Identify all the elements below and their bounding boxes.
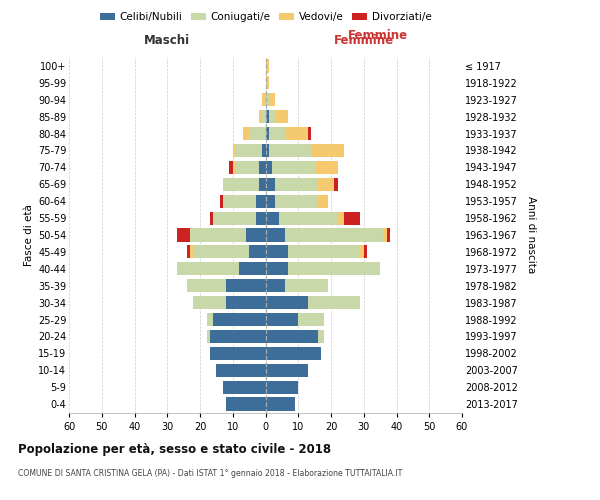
Bar bbox=[210, 346, 265, 360]
Bar bbox=[269, 127, 285, 140]
Bar bbox=[265, 127, 269, 140]
Y-axis label: Fasce di età: Fasce di età bbox=[23, 204, 34, 266]
Bar bbox=[386, 228, 390, 241]
Bar bbox=[285, 127, 308, 140]
Text: Femmine: Femmine bbox=[334, 34, 394, 46]
Bar bbox=[236, 161, 259, 174]
Bar bbox=[259, 178, 265, 191]
Bar bbox=[265, 246, 289, 258]
Bar bbox=[223, 178, 259, 191]
Bar bbox=[262, 110, 265, 124]
Bar bbox=[338, 212, 344, 224]
Bar bbox=[265, 93, 269, 106]
Bar bbox=[269, 93, 275, 106]
Bar bbox=[285, 228, 383, 241]
Bar bbox=[239, 262, 265, 276]
Bar bbox=[269, 144, 311, 157]
Bar bbox=[265, 279, 285, 292]
Bar bbox=[289, 246, 361, 258]
Bar bbox=[210, 212, 213, 224]
Bar bbox=[226, 279, 265, 292]
Bar bbox=[226, 398, 265, 410]
Bar bbox=[364, 246, 367, 258]
Bar bbox=[249, 127, 265, 140]
Bar bbox=[265, 346, 321, 360]
Bar bbox=[265, 313, 298, 326]
Bar bbox=[213, 313, 265, 326]
Bar bbox=[265, 178, 275, 191]
Bar bbox=[265, 194, 275, 208]
Bar bbox=[187, 279, 226, 292]
Bar bbox=[265, 262, 289, 276]
Bar bbox=[265, 330, 318, 343]
Bar bbox=[187, 246, 190, 258]
Bar bbox=[210, 330, 265, 343]
Bar bbox=[262, 144, 265, 157]
Bar bbox=[361, 246, 364, 258]
Bar bbox=[206, 330, 210, 343]
Bar bbox=[318, 194, 328, 208]
Legend: Celibi/Nubili, Coniugati/e, Vedovi/e, Divorziati/e: Celibi/Nubili, Coniugati/e, Vedovi/e, Di… bbox=[95, 8, 436, 26]
Bar bbox=[246, 228, 265, 241]
Bar bbox=[272, 161, 314, 174]
Bar bbox=[193, 296, 226, 309]
Bar bbox=[223, 380, 265, 394]
Bar bbox=[249, 246, 265, 258]
Bar bbox=[265, 212, 278, 224]
Bar bbox=[236, 144, 262, 157]
Bar bbox=[259, 161, 265, 174]
Bar bbox=[311, 144, 344, 157]
Bar bbox=[275, 110, 289, 124]
Text: Femmine: Femmine bbox=[347, 28, 407, 42]
Bar bbox=[259, 110, 262, 124]
Bar bbox=[265, 110, 269, 124]
Text: Maschi: Maschi bbox=[144, 34, 190, 46]
Bar bbox=[269, 110, 275, 124]
Bar bbox=[233, 161, 236, 174]
Bar bbox=[190, 228, 246, 241]
Bar bbox=[217, 364, 265, 377]
Bar bbox=[308, 296, 361, 309]
Bar bbox=[233, 144, 236, 157]
Bar bbox=[190, 246, 193, 258]
Bar bbox=[265, 161, 272, 174]
Bar bbox=[275, 178, 318, 191]
Bar bbox=[226, 296, 265, 309]
Bar bbox=[265, 364, 308, 377]
Bar bbox=[223, 194, 256, 208]
Bar bbox=[275, 194, 318, 208]
Bar bbox=[213, 212, 256, 224]
Y-axis label: Anni di nascita: Anni di nascita bbox=[526, 196, 536, 274]
Bar bbox=[256, 212, 265, 224]
Bar bbox=[318, 178, 334, 191]
Bar bbox=[334, 178, 338, 191]
Bar bbox=[177, 228, 190, 241]
Bar bbox=[318, 330, 325, 343]
Bar bbox=[298, 313, 325, 326]
Bar bbox=[383, 228, 386, 241]
Text: Popolazione per età, sesso e stato civile - 2018: Popolazione per età, sesso e stato civil… bbox=[18, 442, 331, 456]
Bar bbox=[278, 212, 338, 224]
Bar bbox=[285, 279, 328, 292]
Bar bbox=[265, 380, 298, 394]
Bar bbox=[265, 76, 269, 90]
Bar bbox=[265, 228, 285, 241]
Bar bbox=[265, 60, 269, 72]
Bar bbox=[265, 398, 295, 410]
Bar bbox=[220, 194, 223, 208]
Bar bbox=[265, 144, 269, 157]
Bar bbox=[229, 161, 233, 174]
Text: COMUNE DI SANTA CRISTINA GELA (PA) - Dati ISTAT 1° gennaio 2018 - Elaborazione T: COMUNE DI SANTA CRISTINA GELA (PA) - Dat… bbox=[18, 469, 403, 478]
Bar bbox=[265, 296, 308, 309]
Bar bbox=[289, 262, 380, 276]
Bar bbox=[308, 127, 311, 140]
Bar bbox=[206, 313, 213, 326]
Bar bbox=[314, 161, 338, 174]
Bar bbox=[344, 212, 361, 224]
Bar bbox=[262, 93, 265, 106]
Bar bbox=[177, 262, 239, 276]
Bar bbox=[242, 127, 249, 140]
Bar bbox=[256, 194, 265, 208]
Bar bbox=[193, 246, 249, 258]
